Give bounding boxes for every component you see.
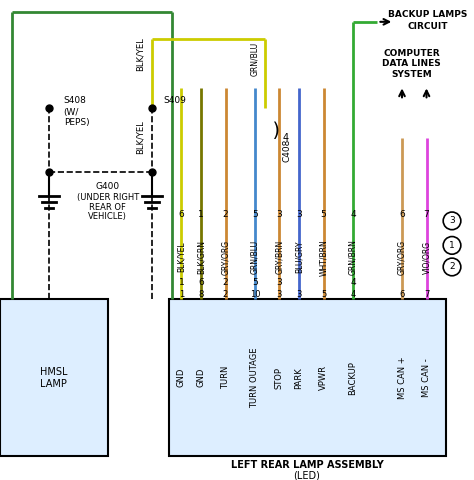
Text: BLK/YEL: BLK/YEL	[177, 242, 186, 273]
Text: BLK/GRN: BLK/GRN	[197, 240, 206, 274]
Text: 3: 3	[277, 290, 282, 299]
Text: 2: 2	[223, 290, 228, 299]
Text: 8: 8	[198, 290, 204, 299]
Text: MS CAN +: MS CAN +	[398, 357, 407, 399]
Text: CIRCUIT: CIRCUIT	[407, 22, 448, 31]
Text: 6: 6	[198, 278, 204, 287]
Text: DATA LINES: DATA LINES	[383, 60, 441, 69]
Text: GND: GND	[177, 368, 186, 387]
Text: 5: 5	[321, 209, 327, 218]
Text: GRN/BRN: GRN/BRN	[348, 239, 357, 275]
Text: 5: 5	[252, 209, 258, 218]
Text: COMPUTER: COMPUTER	[383, 48, 440, 58]
Text: 4: 4	[350, 290, 356, 299]
Text: BACKUP LAMPS: BACKUP LAMPS	[388, 11, 467, 20]
Circle shape	[443, 212, 461, 230]
Text: GRN/BLU: GRN/BLU	[250, 42, 259, 76]
Text: VEHICLE): VEHICLE)	[89, 213, 128, 221]
Text: BLK/YEL: BLK/YEL	[136, 37, 145, 71]
Text: S408: S408	[64, 96, 87, 105]
Text: PEPS): PEPS)	[64, 118, 90, 127]
Text: 1: 1	[179, 278, 184, 287]
Text: (W/: (W/	[64, 108, 79, 117]
Text: 5: 5	[321, 290, 326, 299]
Text: VPWR: VPWR	[319, 365, 328, 390]
Text: 6: 6	[179, 209, 184, 218]
Text: BACKUP: BACKUP	[348, 361, 357, 395]
Text: (: (	[270, 118, 277, 137]
Text: 2: 2	[223, 278, 228, 287]
Bar	[169, 300, 446, 456]
Text: S409: S409	[164, 96, 187, 105]
Text: 1: 1	[449, 241, 455, 250]
Text: 3: 3	[296, 290, 302, 299]
Text: GRN/BLU: GRN/BLU	[250, 240, 259, 274]
Text: 3: 3	[296, 209, 302, 218]
Text: C408: C408	[283, 139, 292, 162]
Text: 6: 6	[399, 209, 405, 218]
Text: TURN OUTAGE: TURN OUTAGE	[250, 348, 259, 408]
Text: 2: 2	[449, 263, 455, 272]
Text: BLK/YEL: BLK/YEL	[136, 120, 145, 155]
Text: REAR OF: REAR OF	[90, 203, 126, 212]
Text: 4: 4	[350, 278, 356, 287]
Text: MS CAN -: MS CAN -	[422, 359, 431, 397]
Text: (LED): (LED)	[293, 471, 320, 480]
Text: GRY/BRN: GRY/BRN	[275, 240, 284, 274]
Circle shape	[443, 258, 461, 276]
Text: VIO/ORG: VIO/ORG	[422, 240, 431, 274]
Bar	[0, 300, 108, 456]
Text: SYSTEM: SYSTEM	[392, 70, 432, 79]
Text: BLU/GRY: BLU/GRY	[294, 241, 303, 274]
Text: HMSL
LAMP: HMSL LAMP	[40, 367, 68, 388]
Text: G400: G400	[96, 182, 120, 191]
Text: 7: 7	[424, 290, 429, 299]
Text: 5: 5	[252, 278, 258, 287]
Text: 3: 3	[276, 209, 283, 218]
Text: LEFT REAR LAMP ASSEMBLY: LEFT REAR LAMP ASSEMBLY	[230, 460, 383, 470]
Text: 2: 2	[223, 209, 228, 218]
Text: 3: 3	[449, 216, 455, 226]
Text: (UNDER RIGHT: (UNDER RIGHT	[77, 193, 139, 202]
Text: TURN: TURN	[221, 366, 230, 389]
Text: 10: 10	[250, 290, 260, 299]
Text: 4: 4	[282, 132, 288, 143]
Text: 4: 4	[350, 209, 356, 218]
Circle shape	[443, 237, 461, 254]
Text: STOP: STOP	[275, 367, 284, 389]
Text: WHT/BRN: WHT/BRN	[319, 239, 328, 276]
Text: GND: GND	[197, 368, 206, 387]
Text: 7: 7	[424, 209, 429, 218]
Text: 6: 6	[399, 290, 405, 299]
Text: 3: 3	[276, 278, 283, 287]
Text: 1: 1	[198, 209, 204, 218]
Text: GRY/ORG: GRY/ORG	[221, 240, 230, 275]
Text: PARK: PARK	[294, 367, 303, 389]
Text: GRY/ORG: GRY/ORG	[398, 240, 407, 275]
Text: 1: 1	[179, 290, 184, 299]
